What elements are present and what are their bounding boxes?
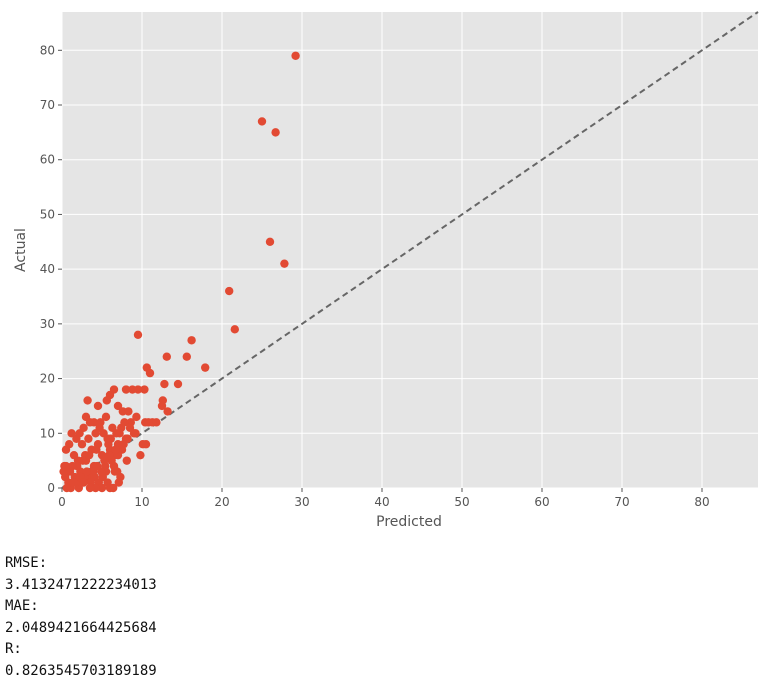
data-point	[163, 407, 172, 416]
data-point	[114, 478, 124, 487]
y-tick-label: 80	[40, 43, 55, 57]
data-point	[85, 450, 94, 460]
data-point	[61, 445, 71, 454]
data-point	[201, 363, 210, 372]
data-point	[97, 483, 107, 493]
data-points	[59, 51, 300, 493]
data-point	[91, 429, 100, 438]
data-point	[62, 483, 71, 493]
identity-reference-line	[61, 11, 759, 489]
data-point	[145, 368, 155, 378]
data-point	[67, 429, 76, 438]
rmse-label: RMSE:	[5, 555, 48, 571]
data-point	[140, 385, 149, 394]
y-tick-label: 50	[40, 207, 55, 221]
y-tick-label: 40	[40, 262, 55, 276]
data-point	[120, 418, 129, 427]
data-point	[133, 385, 143, 394]
data-point	[115, 429, 124, 438]
data-point	[73, 461, 82, 471]
x-axis-label: Predicted	[376, 514, 442, 530]
x-tick-label: 70	[614, 495, 629, 509]
data-point	[182, 352, 191, 361]
scatter-chart: 0 10 20 30 40 50 60 70 80 0 10 20 30 40 50 60 70 80 Pred…	[13, 11, 759, 530]
data-point	[77, 440, 87, 449]
metrics-output: RMSE: 3.4132471222234013 MAE: 2.04894216…	[5, 553, 157, 682]
data-point	[78, 456, 88, 465]
data-point	[119, 440, 128, 449]
data-point	[72, 434, 81, 443]
data-point	[110, 467, 120, 476]
data-point	[101, 412, 111, 422]
data-point	[280, 259, 289, 268]
data-point	[133, 330, 143, 340]
data-point	[105, 450, 114, 460]
data-point	[138, 440, 147, 449]
data-point	[79, 478, 88, 487]
data-point	[265, 237, 275, 246]
data-point	[103, 434, 112, 443]
data-point	[257, 117, 267, 126]
data-point	[173, 379, 183, 389]
data-point	[93, 401, 103, 411]
data-point	[100, 456, 109, 465]
data-point	[84, 434, 93, 443]
data-point	[291, 51, 300, 60]
data-point	[82, 467, 92, 476]
data-point	[121, 385, 131, 394]
data-point	[113, 401, 123, 411]
y-tick-label: 0	[47, 481, 55, 495]
data-point	[136, 450, 145, 460]
data-point	[108, 423, 117, 433]
data-point	[144, 418, 153, 427]
data-point	[81, 412, 91, 422]
data-point	[157, 401, 167, 411]
data-point	[124, 407, 133, 416]
x-axis-ticks: 0 10 20 30 40 50 60 70 80	[58, 488, 710, 509]
x-tick-label: 20	[214, 495, 229, 509]
r-label: R:	[5, 641, 22, 657]
x-tick-label: 40	[374, 495, 389, 509]
data-point	[230, 325, 239, 334]
x-tick-label: 50	[454, 495, 469, 509]
data-point	[132, 412, 141, 422]
y-tick-label: 20	[40, 372, 55, 386]
data-point	[125, 423, 135, 433]
data-point	[131, 429, 140, 438]
y-tick-label: 10	[40, 426, 55, 440]
mae-value: 2.0489421664425684	[5, 619, 157, 636]
data-point	[102, 396, 112, 405]
data-point	[160, 379, 169, 389]
grid-lines	[61, 12, 758, 489]
x-tick-label: 60	[534, 495, 549, 509]
data-point	[85, 483, 95, 493]
rmse-value: 3.4132471222234013	[5, 576, 157, 593]
data-point	[83, 396, 92, 405]
data-point	[187, 336, 196, 345]
data-point	[122, 456, 131, 465]
mae-label: MAE:	[5, 598, 39, 614]
data-point	[61, 461, 71, 471]
y-tick-label: 70	[40, 98, 55, 112]
data-point	[96, 418, 105, 427]
y-axis-ticks: 0 10 20 30 40 50 60 70 80	[40, 43, 62, 495]
data-point	[225, 286, 234, 296]
data-point	[93, 461, 102, 471]
data-point	[69, 478, 79, 487]
y-axis-label: Actual	[13, 228, 29, 272]
x-tick-label: 80	[694, 495, 709, 509]
x-tick-label: 30	[294, 495, 309, 509]
data-point	[111, 445, 120, 454]
data-point	[103, 478, 112, 487]
data-point	[92, 445, 101, 454]
r-value: 0.8263545703189189	[5, 662, 157, 679]
x-tick-label: 10	[134, 495, 149, 509]
data-point	[162, 352, 171, 361]
y-tick-label: 60	[40, 153, 55, 167]
data-point	[271, 128, 280, 137]
x-tick-label: 0	[58, 495, 66, 509]
y-tick-label: 30	[40, 317, 55, 331]
